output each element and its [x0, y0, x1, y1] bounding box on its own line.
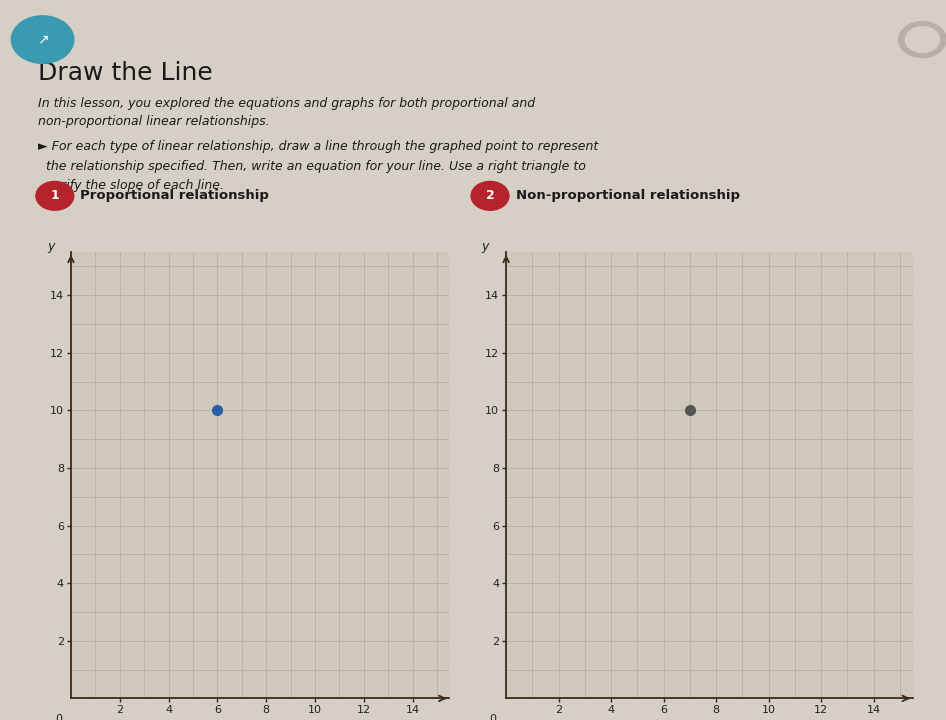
Text: 0: 0 [55, 714, 62, 720]
Text: Proportional relationship: Proportional relationship [80, 189, 270, 202]
Text: 1: 1 [50, 189, 60, 202]
Text: In this lesson, you explored the equations and graphs for both proportional and: In this lesson, you explored the equatio… [38, 97, 535, 110]
Text: non-proportional linear relationships.: non-proportional linear relationships. [38, 115, 270, 128]
Text: the relationship specified. Then, write an equation for your line. Use a right t: the relationship specified. Then, write … [38, 160, 586, 173]
Text: ► For each type of linear relationship, draw a line through the graphed point to: ► For each type of linear relationship, … [38, 140, 598, 153]
Text: 0: 0 [489, 714, 497, 720]
Text: 2: 2 [485, 189, 495, 202]
Circle shape [471, 181, 509, 210]
Circle shape [11, 16, 74, 63]
Text: Draw the Line: Draw the Line [38, 61, 213, 85]
Text: verify the slope of each line.: verify the slope of each line. [38, 179, 224, 192]
Text: Non-proportional relationship: Non-proportional relationship [516, 189, 740, 202]
Circle shape [905, 27, 939, 53]
Circle shape [36, 181, 74, 210]
Text: y: y [47, 240, 55, 253]
Text: y: y [482, 240, 489, 253]
Text: ↗: ↗ [37, 32, 48, 47]
Circle shape [899, 22, 946, 58]
